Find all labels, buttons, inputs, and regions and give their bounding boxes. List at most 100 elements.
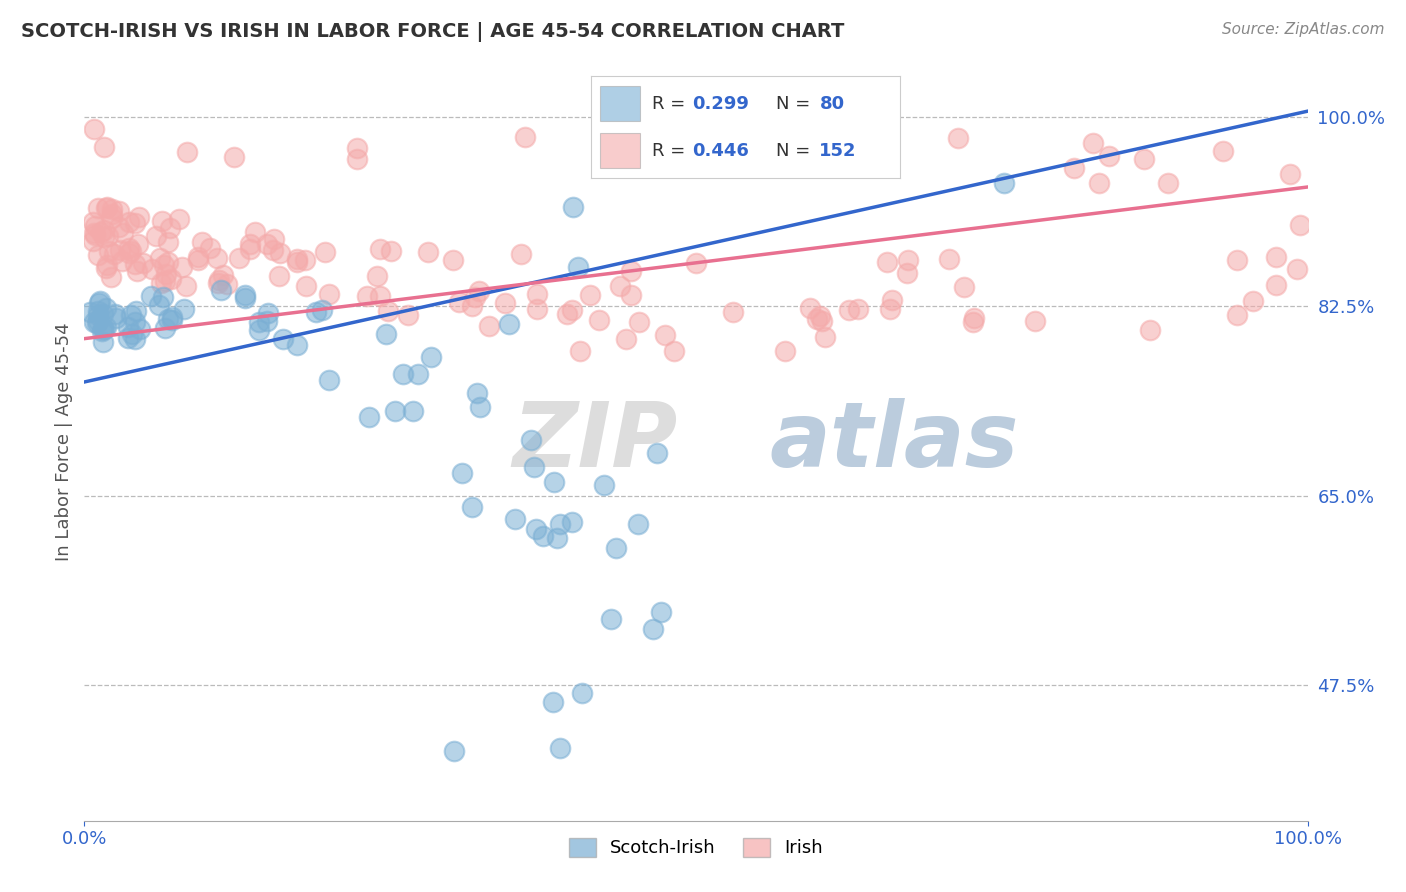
Point [460,500,482,514]
Point [118,245,141,260]
Point [524,522,547,536]
Point [879,301,901,316]
Point [160,312,183,326]
Point [96,258,118,272]
Point [156,255,179,269]
Point [82,214,104,228]
Point [1289,218,1312,232]
Point [588,312,610,326]
Point [294,253,316,268]
Point [605,541,627,556]
Point [620,288,643,302]
Point [494,296,516,310]
Point [896,266,918,280]
Legend: Scotch-Irish, Irish: Scotch-Irish, Irish [561,830,831,864]
Text: N =: N = [776,95,815,112]
Point [233,291,256,305]
Point [103,246,125,260]
Point [380,244,402,259]
Point [155,267,177,281]
Point [256,314,278,328]
Point [627,516,650,531]
Point [91,335,114,350]
Point [443,744,465,758]
Point [993,176,1015,190]
Point [127,237,149,252]
Point [239,243,262,257]
Point [451,466,474,480]
Point [447,295,470,310]
Point [346,153,368,167]
Point [1098,149,1121,163]
Point [97,228,120,243]
Point [96,200,118,214]
Point [150,276,173,290]
Point [441,252,464,267]
Point [87,296,110,310]
Point [83,122,105,136]
Point [187,252,209,267]
Point [94,201,117,215]
Point [548,516,571,531]
Point [124,315,146,329]
Point [366,268,388,283]
Point [1088,177,1111,191]
Point [125,304,148,318]
Point [159,220,181,235]
Point [465,385,488,400]
Point [271,331,294,345]
Point [318,286,340,301]
Point [641,622,664,636]
Point [468,400,491,414]
Point [83,226,105,240]
Text: R =: R = [652,142,692,160]
Point [101,202,124,217]
Point [1286,261,1309,276]
Point [654,327,676,342]
Point [561,515,583,529]
Point [464,290,486,304]
Point [198,241,221,255]
Text: 152: 152 [820,142,856,160]
Point [543,695,565,709]
Text: 80: 80 [820,95,845,112]
Point [208,273,231,287]
Point [938,252,960,266]
Point [1226,309,1249,323]
Text: ZIP: ZIP [513,398,678,485]
Point [571,685,593,699]
Point [568,343,591,358]
Point [375,327,398,342]
Point [79,304,101,318]
Point [111,226,134,240]
Point [526,286,548,301]
Point [110,243,132,257]
Point [460,299,482,313]
Point [94,260,117,275]
Point [1063,161,1085,175]
Point [498,318,520,332]
Point [215,277,238,292]
Point [93,321,115,335]
Point [721,304,744,318]
Point [368,289,391,303]
Point [1279,167,1302,181]
Point [173,302,195,317]
Point [418,245,440,260]
Point [141,262,163,277]
Point [82,234,104,248]
Point [727,123,749,137]
Text: Source: ZipAtlas.com: Source: ZipAtlas.com [1222,22,1385,37]
Point [478,318,501,333]
Point [87,308,110,322]
Point [156,312,179,326]
Point [880,293,903,307]
Point [269,246,291,260]
Point [209,284,232,298]
Point [118,241,141,255]
Point [650,605,672,619]
Point [243,225,266,239]
Text: R =: R = [652,95,692,112]
Point [86,316,108,330]
Point [153,258,176,272]
